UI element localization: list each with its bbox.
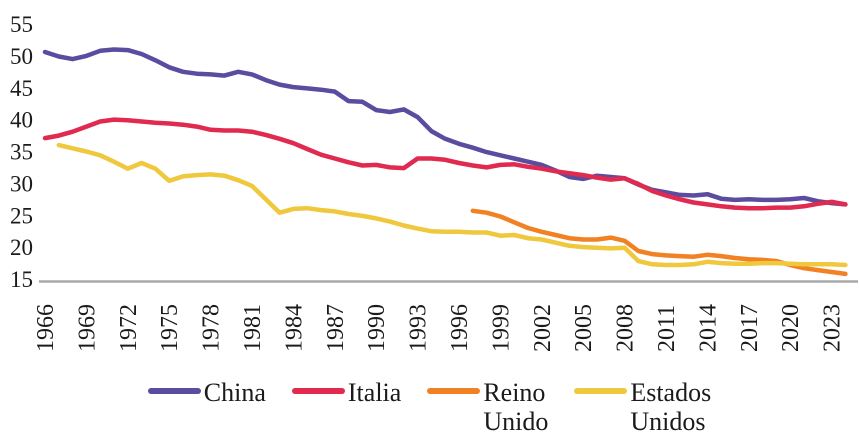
x-axis-tick-label: 1993	[406, 304, 432, 352]
legend-swatch-china	[147, 388, 201, 394]
legend-label-china: China	[203, 378, 266, 407]
x-axis-tick-label: 1966	[33, 304, 59, 352]
chart-legend: China Italia Reino Unido Estados Unidos	[0, 374, 859, 435]
series-line-estados-unidos	[56, 142, 848, 268]
x-axis-tick-label: 2017	[737, 304, 763, 352]
x-axis-tick-label: 1984	[281, 304, 307, 352]
y-axis-tick-label: 15	[10, 267, 33, 292]
x-axis-tick-label: 1969	[74, 304, 100, 352]
x-axis-tick-label: 2011	[654, 305, 680, 352]
series-line-china	[42, 47, 848, 207]
y-axis-tick-label: 30	[10, 171, 33, 196]
y-axis-tick-label: 45	[10, 76, 33, 101]
x-axis-tick-label: 1990	[364, 304, 390, 352]
legend-label-estados-unidos: Estados Unidos	[630, 378, 712, 435]
y-axis-tick-label: 55	[10, 12, 33, 37]
x-axis-tick-label: 1972	[116, 304, 142, 352]
legend-item-reino-unido: Reino Unido	[427, 374, 548, 435]
y-axis: 55 50 45 40 35 30 25 20 15	[10, 12, 33, 292]
legend-item-china: China	[147, 374, 266, 407]
y-axis-tick-label: 50	[10, 44, 33, 69]
x-axis-tick-label: 1999	[488, 304, 514, 352]
x-axis-tick-label: 2023	[820, 304, 846, 352]
x-axis-tick-label: 2005	[571, 304, 597, 352]
x-axis-tick-label: 2014	[695, 304, 721, 352]
legend-item-estados-unidos: Estados Unidos	[574, 374, 711, 435]
x-axis-tick-label: 1987	[323, 304, 349, 352]
plot-lines	[42, 47, 848, 277]
legend-label-italia: Italia	[347, 378, 402, 407]
legend-swatch-italia	[291, 388, 345, 394]
legend-swatch-estados-unidos	[574, 388, 628, 394]
series-line-italia	[42, 117, 848, 211]
x-axis-tick-label: 1996	[447, 304, 473, 352]
legend-item-italia: Italia	[291, 374, 402, 407]
x-axis-tick-label: 2002	[530, 304, 556, 352]
legend-swatch-reino-unido	[427, 388, 481, 394]
y-axis-tick-label: 40	[10, 108, 33, 133]
x-axis-tick-label: 1981	[240, 304, 266, 352]
y-axis-tick-label: 20	[10, 235, 33, 260]
y-axis-tick-label: 35	[10, 140, 33, 165]
x-axis-tick-label: 2008	[613, 304, 639, 352]
x-axis: 1966 1969 1972 1975 1978 1981 1984 1987 1990 1993…	[33, 304, 846, 352]
x-axis-tick-label: 1978	[199, 304, 225, 352]
x-axis-tick-label: 1975	[157, 304, 183, 352]
x-axis-tick-label: 2020	[778, 304, 804, 352]
legend-label-reino-unido: Reino Unido	[483, 378, 549, 435]
y-axis-tick-label: 25	[10, 203, 33, 228]
